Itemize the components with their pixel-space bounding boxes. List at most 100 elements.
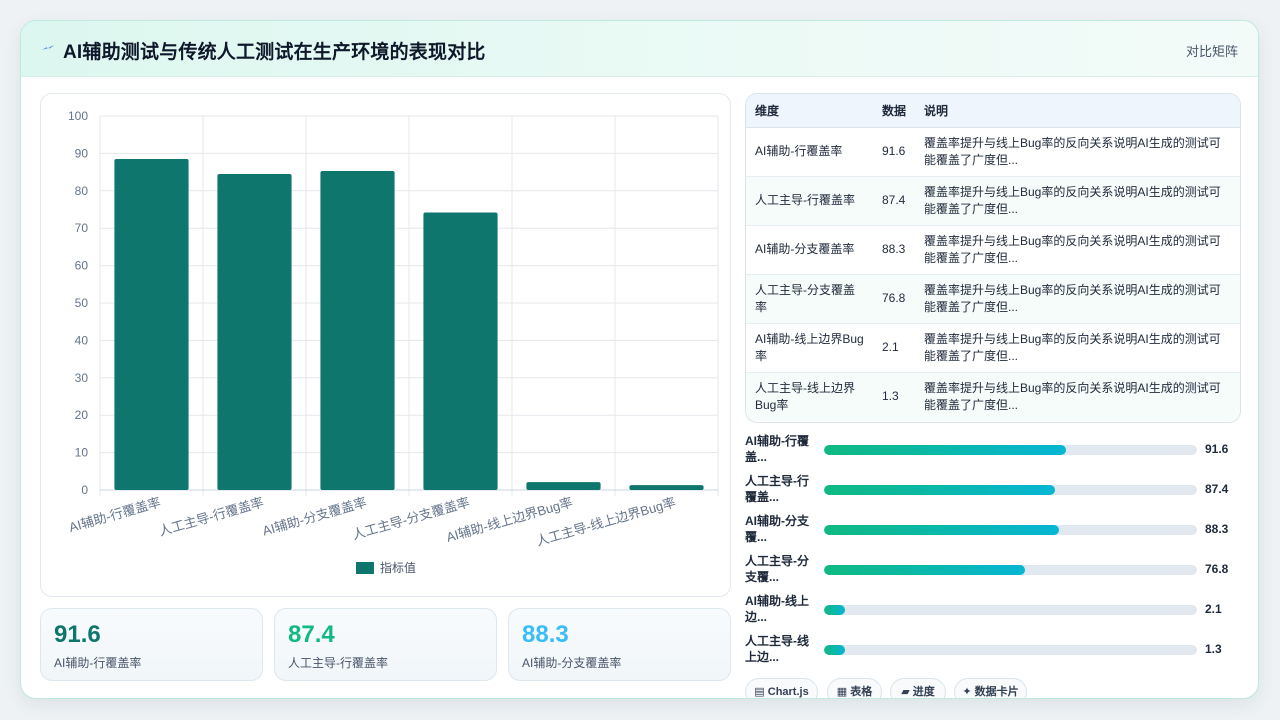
column-header: 维度 bbox=[746, 94, 873, 128]
cell-value: 87.4 bbox=[873, 176, 915, 226]
y-tick-label: 60 bbox=[75, 259, 89, 273]
bar bbox=[629, 485, 704, 490]
stat-label: AI辅助-分支覆盖率 bbox=[522, 656, 622, 670]
stat-value: 88.3 bbox=[522, 621, 569, 648]
y-tick-label: 0 bbox=[81, 483, 88, 497]
cell-note: 覆盖率提升与线上Bug率的反向关系说明AI生成的测试可能覆盖了广度但... bbox=[915, 127, 1240, 177]
progress-fill bbox=[824, 645, 845, 655]
progress-label: AI辅助-行覆盖... bbox=[745, 434, 809, 464]
cell-note: 覆盖率提升与线上Bug率的反向关系说明AI生成的测试可能覆盖了广度但... bbox=[915, 176, 1240, 226]
x-tick-label: 人工主导-行覆盖率 bbox=[157, 494, 265, 538]
cell-value: 1.3 bbox=[873, 372, 915, 421]
stat-value: 91.6 bbox=[54, 621, 101, 648]
bar bbox=[114, 159, 189, 490]
chart-view-button[interactable]: ▤ Chart.js bbox=[745, 678, 818, 698]
progress-value: 1.3 bbox=[1205, 642, 1222, 656]
lightning-icon bbox=[42, 45, 54, 50]
progress-fill bbox=[824, 605, 845, 615]
progress-value: 76.8 bbox=[1205, 562, 1229, 576]
y-tick-label: 70 bbox=[75, 221, 89, 235]
cell-value: 91.6 bbox=[873, 127, 915, 177]
progress-track bbox=[824, 485, 1197, 495]
progress-label: 人工主导-分支覆... bbox=[745, 554, 809, 584]
progress-track bbox=[824, 565, 1197, 575]
progress-label: AI辅助-分支覆... bbox=[745, 514, 809, 544]
column-header: 说明 bbox=[915, 94, 1240, 128]
progress-fill bbox=[824, 565, 1026, 575]
bar-chart-panel: 0 10 20 30 40 50 60 70 80 90 100 AI辅助-行覆盖率 人工主导-行覆盖率… bbox=[40, 93, 731, 597]
progress-value: 87.4 bbox=[1205, 482, 1229, 496]
bar bbox=[423, 212, 498, 490]
y-tick-label: 20 bbox=[75, 408, 89, 422]
data-table: 维度 数据 说明 AI辅助-行覆盖率 91.6 覆盖率提升与线上Bug率的反向关… bbox=[746, 94, 1240, 421]
progress-fill bbox=[824, 525, 1059, 535]
cell-note: 覆盖率提升与线上Bug率的反向关系说明AI生成的测试可能覆盖了广度但... bbox=[915, 274, 1240, 324]
progress-row: AI辅助-分支覆... 88.3 bbox=[745, 513, 1241, 549]
cell-dimension: 人工主导-分支覆盖率 bbox=[746, 274, 873, 324]
page-title: AI辅助测试与传统人工测试在生产环境的表现对比 bbox=[63, 42, 486, 63]
progress-fill bbox=[824, 485, 1056, 495]
column-header: 数据 bbox=[873, 94, 915, 128]
cell-note: 覆盖率提升与线上Bug率的反向关系说明AI生成的测试可能覆盖了广度但... bbox=[915, 372, 1240, 421]
view-mode-label: 对比矩阵 bbox=[1185, 44, 1238, 59]
progress-row: AI辅助-行覆盖... 91.6 bbox=[745, 433, 1241, 469]
progress-track bbox=[824, 605, 1197, 615]
stat-card: 91.6 AI辅助-行覆盖率 bbox=[40, 608, 263, 681]
bar bbox=[217, 173, 292, 490]
stat-label: 人工主导-行覆盖率 bbox=[288, 656, 388, 670]
cell-dimension: AI辅助-行覆盖率 bbox=[746, 127, 873, 177]
stat-label: AI辅助-行覆盖率 bbox=[54, 656, 142, 670]
progress-label: 人工主导-线上边... bbox=[745, 634, 809, 664]
progress-row: 人工主导-线上边... 1.3 bbox=[745, 633, 1241, 669]
stat-value: 87.4 bbox=[288, 621, 335, 648]
bar bbox=[320, 170, 395, 490]
progress-row: 人工主导-行覆盖... 87.4 bbox=[745, 473, 1241, 509]
table-header-row: 维度 数据 说明 bbox=[746, 94, 1240, 128]
table-row: 人工主导-行覆盖率 87.4 覆盖率提升与线上Bug率的反向关系说明AI生成的测… bbox=[746, 176, 1240, 226]
stat-card: 87.4 人工主导-行覆盖率 bbox=[274, 608, 497, 681]
cell-dimension: 人工主导-行覆盖率 bbox=[746, 176, 873, 226]
cell-note: 覆盖率提升与线上Bug率的反向关系说明AI生成的测试可能覆盖了广度但... bbox=[915, 323, 1240, 373]
legend-swatch bbox=[356, 562, 374, 574]
y-tick-label: 90 bbox=[75, 146, 89, 160]
progress-value: 88.3 bbox=[1205, 522, 1229, 536]
table-row: AI辅助-线上边界Bug率 2.1 覆盖率提升与线上Bug率的反向关系说明AI生… bbox=[746, 323, 1240, 373]
progress-row: 人工主导-分支覆... 76.8 bbox=[745, 553, 1241, 589]
progress-row: AI辅助-线上边... 2.1 bbox=[745, 593, 1241, 629]
stat-card: 88.3 AI辅助-分支覆盖率 bbox=[508, 608, 731, 681]
y-tick-label: 80 bbox=[75, 184, 89, 198]
cell-value: 76.8 bbox=[873, 274, 915, 324]
table-view-button[interactable]: ▦ 表格 bbox=[827, 678, 882, 698]
bar bbox=[526, 482, 601, 490]
legend-label: 指标值 bbox=[380, 560, 416, 575]
cell-note: 覆盖率提升与线上Bug率的反向关系说明AI生成的测试可能覆盖了广度但... bbox=[915, 225, 1240, 275]
bar-chart: 0 10 20 30 40 50 60 70 80 90 100 AI辅助-行覆盖率人工主导-行覆盖率… bbox=[67, 109, 719, 575]
table-row: AI辅助-分支覆盖率 88.3 覆盖率提升与线上Bug率的反向关系说明AI生成的… bbox=[746, 225, 1240, 275]
progress-value: 91.6 bbox=[1205, 442, 1229, 456]
cell-value: 2.1 bbox=[873, 323, 915, 373]
progress-track bbox=[824, 645, 1197, 655]
progress-view-button[interactable]: ▰ 进度 bbox=[890, 678, 946, 698]
y-tick-label: 40 bbox=[75, 333, 89, 347]
progress-track bbox=[824, 445, 1197, 455]
progress-label: 人工主导-行覆盖... bbox=[745, 474, 809, 504]
header-bar: AI辅助测试与传统人工测试在生产环境的表现对比 对比矩阵 bbox=[21, 21, 1258, 77]
table-row: 人工主导-分支覆盖率 76.8 覆盖率提升与线上Bug率的反向关系说明AI生成的… bbox=[746, 274, 1240, 324]
cell-dimension: AI辅助-分支覆盖率 bbox=[746, 225, 873, 275]
cell-dimension: 人工主导-线上边界Bug率 bbox=[746, 372, 873, 421]
cell-dimension: AI辅助-线上边界Bug率 bbox=[746, 323, 873, 373]
y-tick-label: 30 bbox=[75, 371, 89, 385]
cell-value: 88.3 bbox=[873, 225, 915, 275]
x-tick-label: AI辅助-行覆盖率 bbox=[67, 494, 162, 535]
y-tick-label: 50 bbox=[75, 296, 89, 310]
table-row: AI辅助-行覆盖率 91.6 覆盖率提升与线上Bug率的反向关系说明AI生成的测… bbox=[746, 127, 1240, 177]
progress-track bbox=[824, 525, 1197, 535]
data-table-panel: 维度 数据 说明 AI辅助-行覆盖率 91.6 覆盖率提升与线上Bug率的反向关… bbox=[745, 93, 1241, 423]
y-tick-label: 10 bbox=[75, 446, 89, 460]
y-tick-label: 100 bbox=[68, 109, 88, 123]
data-card-view-button[interactable]: ✦ 数据卡片 bbox=[954, 678, 1027, 698]
dashboard-card: AI辅助测试与传统人工测试在生产环境的表现对比 对比矩阵 0 10 20 30 40 50… bbox=[20, 20, 1259, 699]
progress-value: 2.1 bbox=[1205, 602, 1222, 616]
progress-fill bbox=[824, 445, 1067, 455]
table-row: 人工主导-线上边界Bug率 1.3 覆盖率提升与线上Bug率的反向关系说明AI生… bbox=[746, 372, 1240, 421]
